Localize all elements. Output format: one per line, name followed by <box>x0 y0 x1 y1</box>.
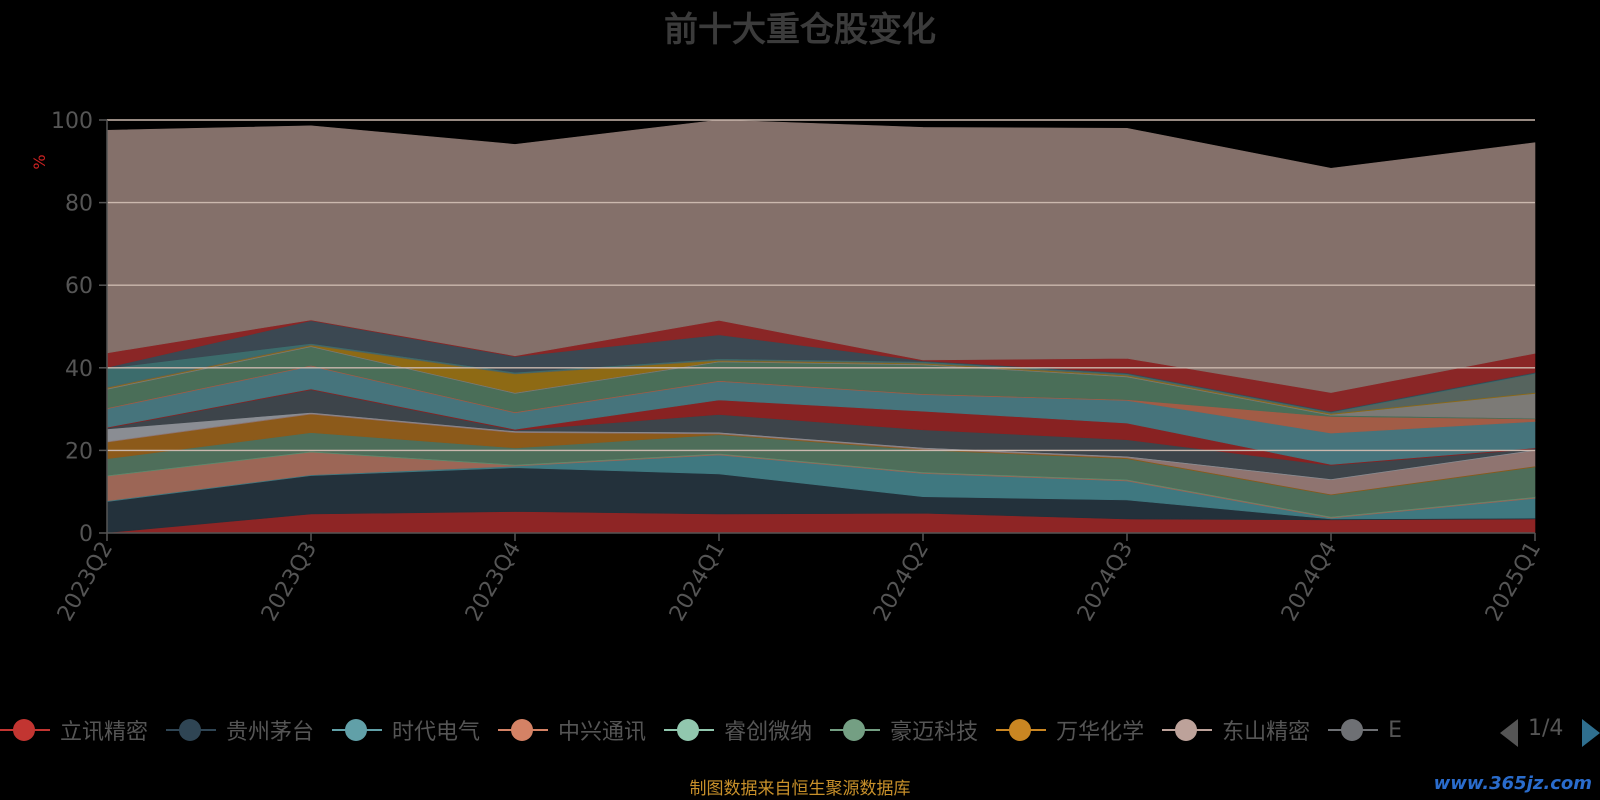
legend-marker-icon <box>996 718 1047 742</box>
legend-item[interactable]: 中兴通讯 <box>498 712 646 748</box>
legend-item[interactable]: 万华化学 <box>996 712 1144 748</box>
legend-marker-icon <box>498 718 549 742</box>
legend-item[interactable]: 时代电气 <box>332 712 480 748</box>
y-axis-label: % <box>30 154 49 169</box>
pager-prev-arrow-icon[interactable] <box>1500 719 1518 747</box>
x-tick-label: 2024Q4 <box>1277 538 1342 626</box>
legend-label: 东山精密 <box>1222 720 1311 745</box>
legend-label: 万华化学 <box>1056 720 1145 745</box>
pager-next-arrow-icon[interactable] <box>1582 719 1600 747</box>
legend-label: 中兴通讯 <box>558 720 647 745</box>
legend-label: 睿创微纳 <box>724 720 813 745</box>
area-series-20 <box>106 119 1536 393</box>
x-tick-label: 2024Q3 <box>1073 538 1138 626</box>
legend-marker-icon <box>166 718 217 742</box>
x-tick-label: 2025Q1 <box>1481 538 1546 626</box>
legend-marker-icon <box>830 718 881 742</box>
legend-pager: 1/4 <box>1500 716 1600 747</box>
y-tick-label: 0 <box>79 522 93 547</box>
legend-label: 豪迈科技 <box>890 720 979 745</box>
legend-item[interactable]: 豪迈科技 <box>830 712 978 748</box>
legend-marker-icon <box>0 718 50 742</box>
legend: 立讯精密 贵州茅台 时代电气 中兴通讯 睿创微纳 豪迈科技 万华化学 东山精密 E <box>0 712 1490 748</box>
x-tick-label: 2023Q3 <box>257 538 322 626</box>
legend-item[interactable]: 睿创微纳 <box>664 712 812 748</box>
y-tick-label: 60 <box>65 274 93 299</box>
legend-item[interactable]: 贵州茅台 <box>166 712 314 748</box>
y-tick-label: 80 <box>65 192 93 217</box>
legend-marker-icon <box>1328 718 1379 742</box>
legend-item[interactable]: E <box>1328 712 1402 748</box>
y-tick-label: 20 <box>65 439 93 464</box>
legend-marker-icon <box>332 718 383 742</box>
x-tick-label: 2023Q2 <box>53 538 118 626</box>
legend-marker-icon <box>664 718 715 742</box>
legend-label: 贵州茅台 <box>226 720 315 745</box>
x-tick-label: 2024Q1 <box>665 538 730 626</box>
x-tick-label: 2023Q4 <box>461 538 526 626</box>
pager-page-indicator: 1/4 <box>1528 716 1564 741</box>
chart-title: 前十大重仓股变化 <box>664 10 936 50</box>
y-tick-label: 100 <box>51 109 93 134</box>
legend-label: E <box>1388 717 1403 743</box>
source-note: 制图数据来自恒生聚源数据库 <box>689 779 911 799</box>
legend-label: 时代电气 <box>392 720 481 745</box>
x-tick-label: 2024Q2 <box>869 538 934 626</box>
y-tick-label: 40 <box>65 357 93 382</box>
legend-item[interactable]: 立讯精密 <box>0 712 148 748</box>
legend-item[interactable]: 东山精密 <box>1162 712 1310 748</box>
legend-marker-icon <box>1162 718 1213 742</box>
legend-label: 立讯精密 <box>60 720 149 745</box>
watermark-logo: www.365jz.com <box>1433 773 1592 794</box>
